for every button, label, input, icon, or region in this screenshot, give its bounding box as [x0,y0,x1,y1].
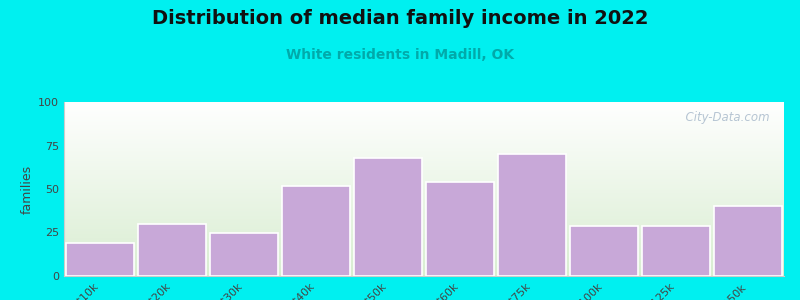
Bar [66,243,134,276]
Text: White residents in Madill, OK: White residents in Madill, OK [286,48,514,62]
Text: City-Data.com: City-Data.com [678,111,770,124]
Bar [282,185,350,276]
Bar [210,232,278,276]
Text: Distribution of median family income in 2022: Distribution of median family income in … [152,9,648,28]
Bar [642,226,710,276]
Bar [426,182,494,276]
Bar [354,158,422,276]
Y-axis label: families: families [21,164,34,214]
Bar [498,154,566,276]
Bar [570,226,638,276]
Bar [138,224,206,276]
Bar [714,206,782,276]
